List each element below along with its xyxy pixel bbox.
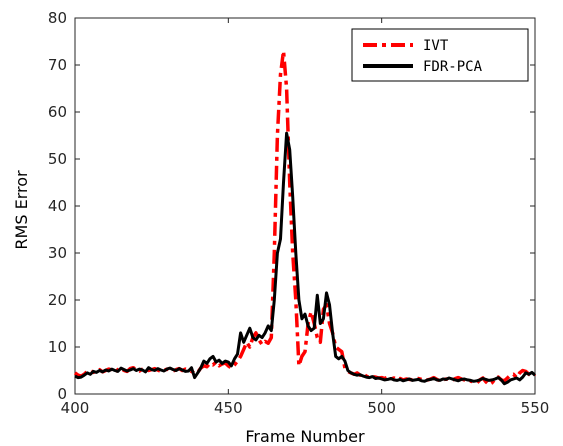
legend-box — [351, 28, 529, 82]
x-tick-label: 450 — [214, 399, 243, 417]
series-layer — [73, 49, 537, 387]
y-axis-label: RMS Error — [12, 170, 31, 250]
series-line-fdr-pca — [74, 131, 537, 386]
y-tick-label: 20 — [48, 291, 67, 309]
y-tick-label: 60 — [48, 103, 67, 121]
x-tick-label: 500 — [367, 399, 396, 417]
y-tick-label: 10 — [48, 338, 67, 356]
x-axis-label: Frame Number — [245, 427, 365, 446]
legend: IVT FDR-PCA — [351, 28, 529, 82]
y-tick-label: 40 — [48, 197, 67, 215]
y-tick-label: 30 — [48, 244, 67, 262]
y-tick-label: 50 — [48, 150, 67, 168]
x-tick-label: 400 — [61, 399, 90, 417]
legend-label-ivt: IVT — [423, 38, 449, 54]
x-tick-label: 550 — [521, 399, 550, 417]
y-tick-label: 70 — [48, 56, 67, 74]
axis-ticks: 400 450 500 550 0 10 20 30 40 50 60 70 80 — [48, 9, 549, 417]
y-tick-label: 80 — [48, 9, 67, 27]
legend-label-fdr-pca: FDR-PCA — [423, 59, 483, 75]
y-tick-label: 0 — [57, 385, 67, 403]
series-line-ivt — [73, 49, 537, 387]
